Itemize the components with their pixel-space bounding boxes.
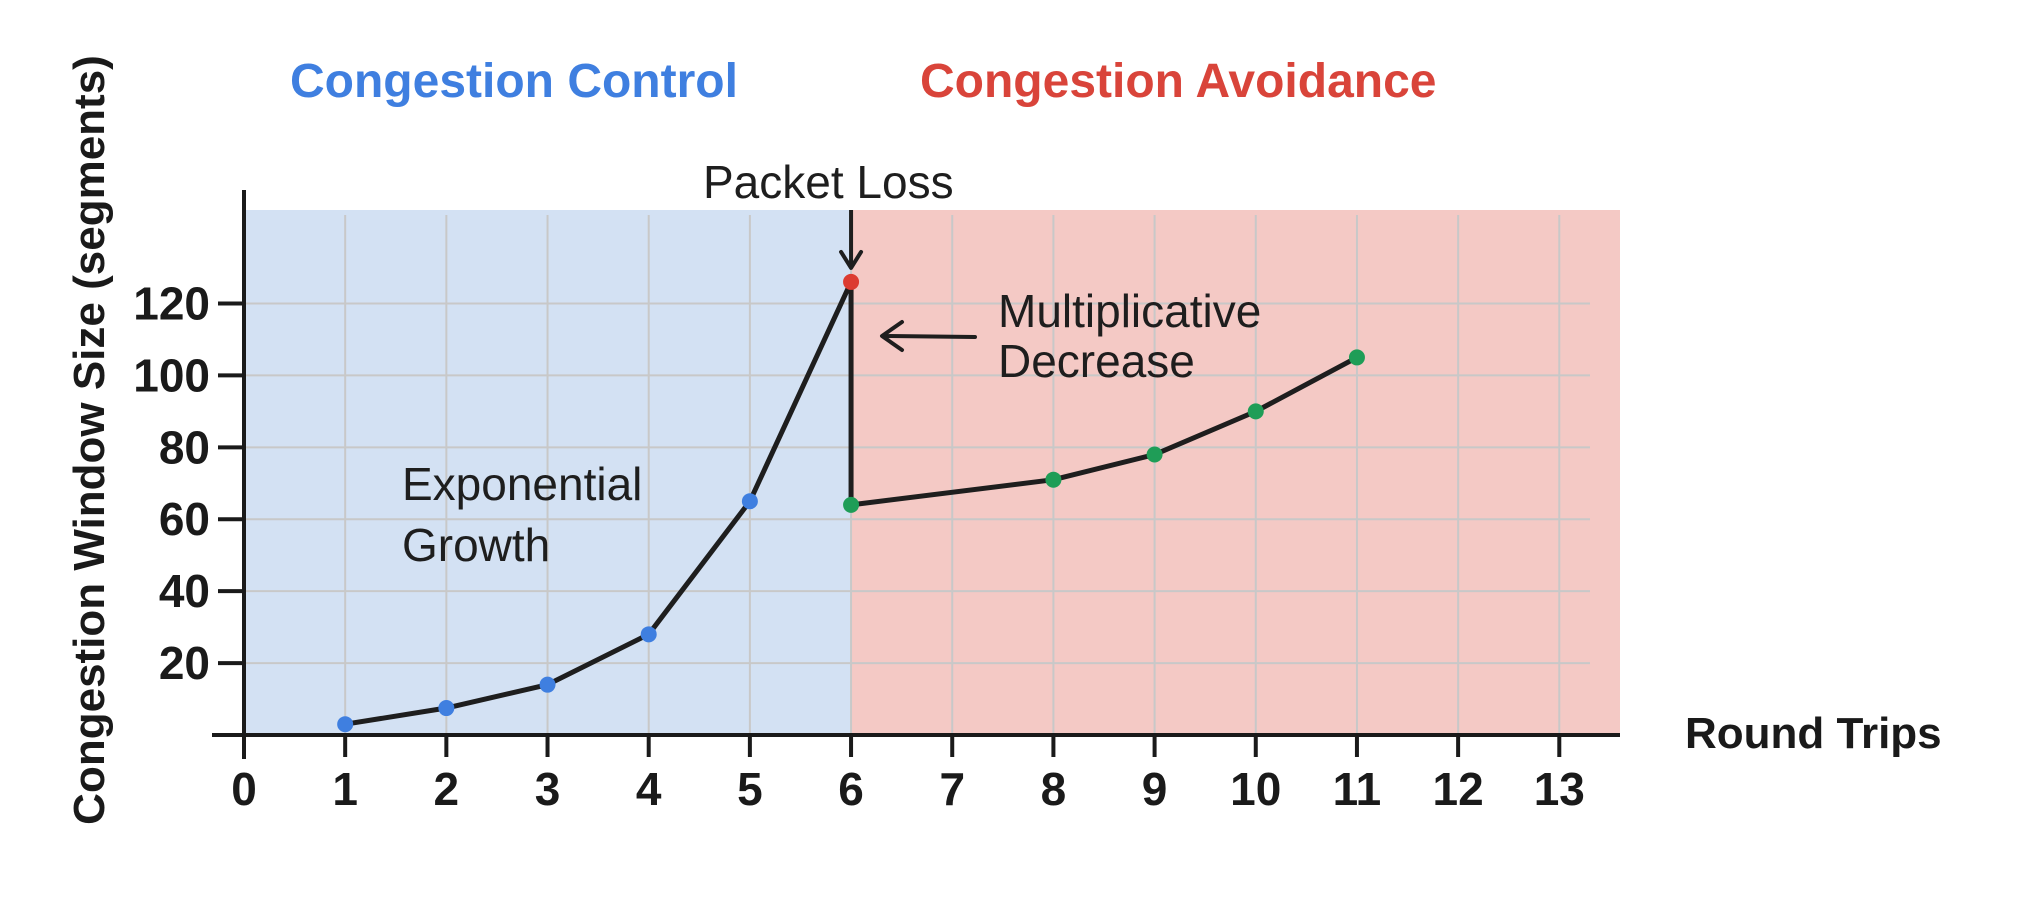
y-tick-label-80: 80 [159,421,210,473]
x-tick-label-6: 6 [838,763,864,815]
x-axis-label: Round Trips [1685,709,1942,758]
x-tick-label-4: 4 [636,763,662,815]
y-tick-label-120: 120 [133,277,210,329]
x-tick-label-13: 13 [1534,763,1585,815]
y-ticks-layer: 20 40 60 80 100 120 [133,277,244,689]
x-tick-label-3: 3 [535,763,561,815]
annotations-layer: Packet Loss Exponential Growth Multiplic… [402,156,1261,571]
x-tick-label-9: 9 [1142,763,1168,815]
y-tick-label-100: 100 [133,349,210,401]
x-tick-label-8: 8 [1041,763,1067,815]
y-tick-label-20: 20 [159,637,210,689]
region-congestion-avoidance [851,210,1620,735]
multiplicative-decrease-label-line1: Multiplicative [998,285,1261,337]
x-tick-label-7: 7 [939,763,965,815]
data-point-10 [1348,349,1365,366]
data-point-0 [337,716,354,733]
region-title-congestion-control: Congestion Control [290,55,738,108]
data-point-8 [1146,446,1163,463]
y-tick-label-60: 60 [159,493,210,545]
data-point-5 [843,273,860,290]
y-axis-label: Congestion Window Size (segments) [65,55,114,825]
x-tick-label-2: 2 [434,763,460,815]
data-point-1 [438,700,455,717]
series-points-layer [337,273,1365,733]
x-ticks-layer: 0 1 2 3 4 5 6 7 8 9 10 11 12 13 [231,735,1585,815]
packet-loss-label: Packet Loss [703,156,954,208]
x-tick-label-12: 12 [1433,763,1484,815]
y-tick-label-40: 40 [159,565,210,617]
exponential-growth-label-line2: Growth [402,519,550,571]
data-point-3 [640,626,657,643]
region-title-congestion-avoidance: Congestion Avoidance [920,55,1437,108]
data-point-6 [843,496,860,513]
packet-loss-arrowhead [839,249,864,270]
multiplicative-decrease-label-line2: Decrease [998,335,1195,387]
x-tick-label-0: 0 [231,763,257,815]
x-tick-label-1: 1 [332,763,358,815]
multiplicative-decrease-arrowhead [880,320,904,352]
x-tick-label-10: 10 [1230,763,1281,815]
x-tick-label-5: 5 [737,763,763,815]
data-point-7 [1045,471,1062,488]
exponential-growth-label-line1: Exponential [402,458,642,510]
data-point-9 [1247,403,1264,420]
data-point-4 [741,493,758,510]
multiplicative-decrease-arrow [882,334,977,339]
data-point-2 [539,676,556,693]
x-tick-label-11: 11 [1333,763,1382,815]
